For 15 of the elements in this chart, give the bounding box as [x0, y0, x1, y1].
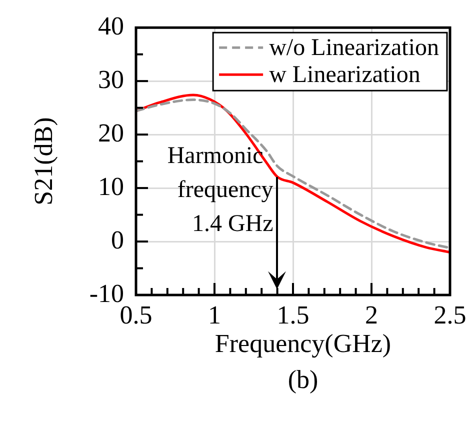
x-tick-label: 2 [365, 300, 378, 330]
legend-label: w Linearization [269, 62, 420, 88]
y-tick-label: 10 [98, 172, 124, 201]
legend-label: w/o Linearization [269, 34, 440, 61]
y-tick-label: 30 [98, 64, 124, 94]
x-axis-title: Frequency(GHz) [214, 328, 392, 358]
x-tick-label: 1 [208, 300, 221, 330]
annotation: Harmonic frequency 1.4 GHz [167, 143, 274, 238]
y-axis-title: S21(dB) [28, 117, 58, 206]
y-tick-label: 40 [98, 11, 124, 40]
x-tick-label: 2.5 [434, 300, 466, 330]
text: (b) [288, 364, 318, 394]
x-tick-label: 1.5 [276, 300, 310, 330]
y-tick-label: 20 [98, 118, 124, 148]
y-tick-label: 0 [111, 225, 124, 254]
